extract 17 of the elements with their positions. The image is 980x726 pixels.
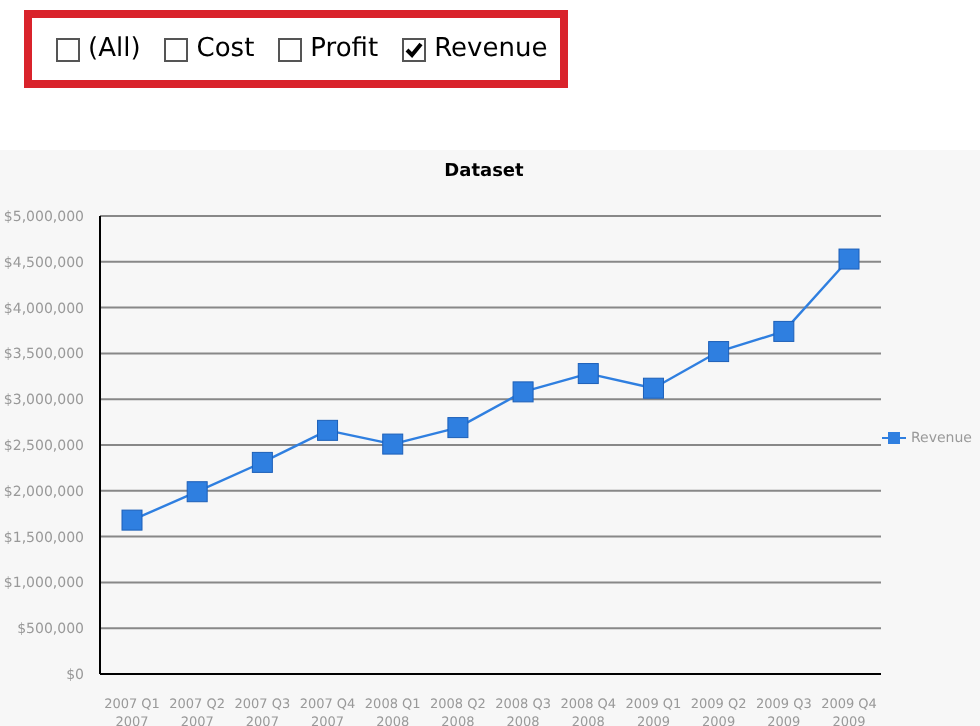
point bbox=[186, 481, 208, 503]
point bbox=[382, 433, 404, 455]
text: (All) bbox=[86, 34, 141, 64]
text: Revenue bbox=[432, 34, 548, 64]
point bbox=[642, 377, 664, 399]
point bbox=[577, 363, 599, 385]
point bbox=[512, 381, 534, 403]
point bbox=[708, 341, 730, 363]
point bbox=[121, 509, 143, 531]
point bbox=[447, 417, 469, 439]
point bbox=[251, 451, 273, 473]
point bbox=[317, 419, 339, 441]
text: Cost bbox=[194, 34, 255, 64]
chart-title: Dataset bbox=[442, 162, 526, 182]
text: Profit bbox=[308, 34, 379, 64]
point bbox=[773, 320, 795, 342]
point bbox=[838, 248, 860, 270]
